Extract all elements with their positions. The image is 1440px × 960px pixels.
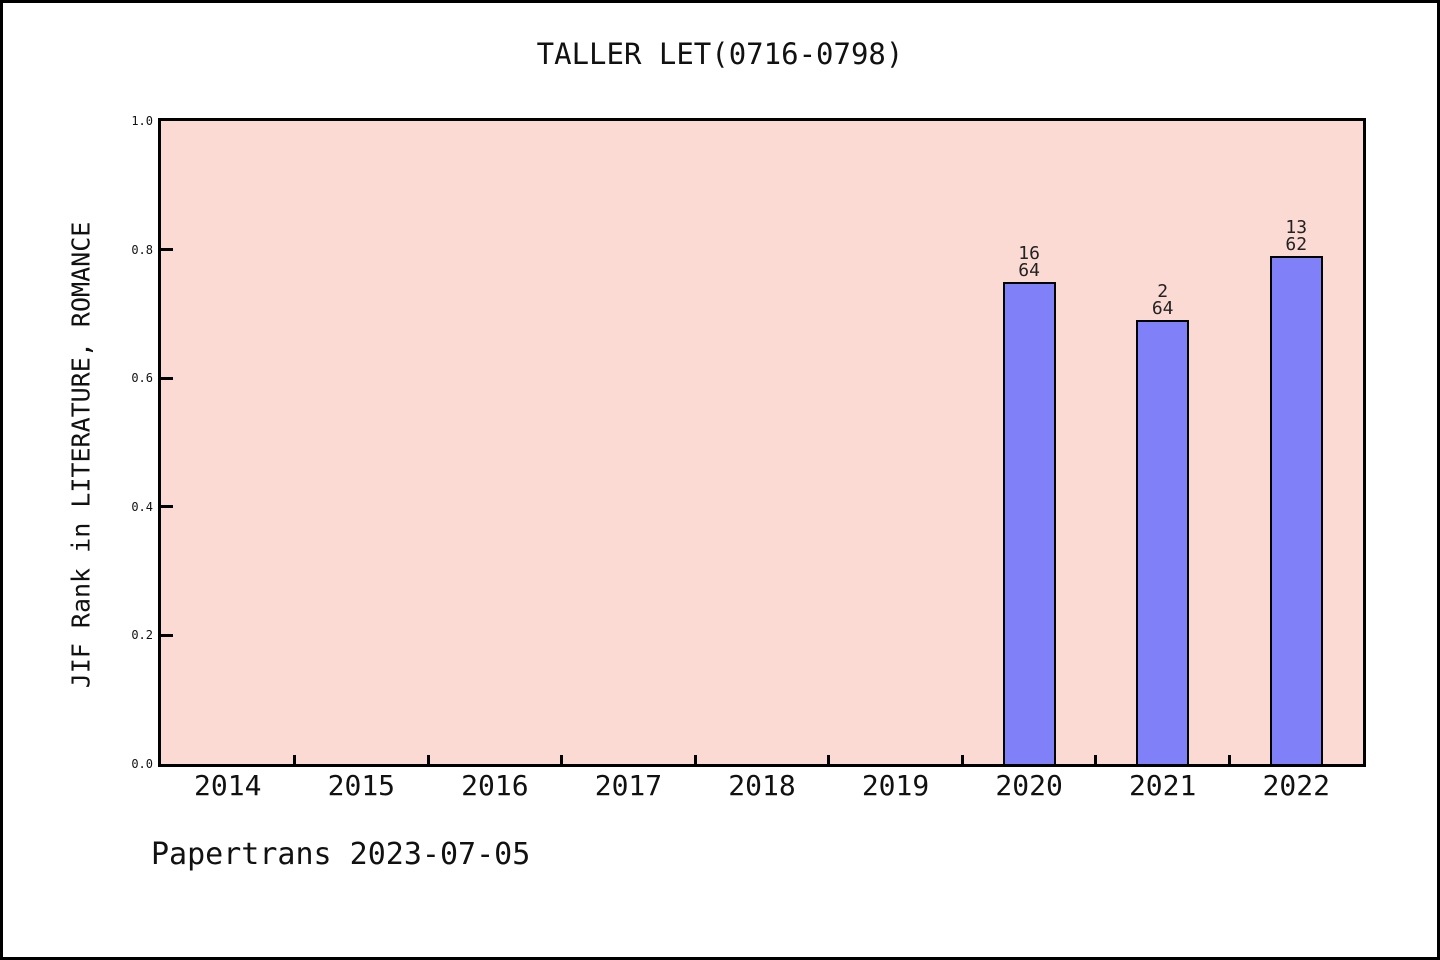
bar-2021	[1136, 320, 1190, 764]
y-axis-tick	[161, 633, 173, 637]
y-tick-label: 0.4	[131, 499, 153, 514]
y-axis-tick	[161, 248, 173, 252]
y-axis-tick	[161, 376, 173, 380]
x-axis-tick	[1227, 755, 1231, 764]
x-tick-label: 2022	[1262, 769, 1330, 802]
x-axis-tick	[693, 755, 697, 764]
y-tick-label: 0.6	[131, 371, 153, 386]
bar-2020	[1002, 282, 1056, 764]
x-axis-tick	[426, 755, 430, 764]
x-tick-label: 2021	[1128, 769, 1197, 802]
bar-label-2020: 16 64	[1018, 243, 1040, 281]
x-axis-tick	[560, 755, 564, 764]
y-tick-label: 0.0	[131, 757, 153, 771]
plot-area: 16 64 2 64 13 62	[158, 118, 1366, 767]
x-axis-tick	[827, 755, 831, 764]
x-tick-label: 2018	[728, 769, 796, 802]
x-tick-label: 2019	[861, 769, 930, 802]
x-axis-tick	[1094, 755, 1098, 764]
x-tick-label: 2016	[461, 769, 529, 802]
y-tick-label: 0.2	[131, 628, 153, 643]
plot-inner: 16 64 2 64 13 62	[161, 121, 1363, 764]
y-axis-title: JIF Rank in LITERATURE, ROMANCE	[66, 221, 96, 689]
x-axis-tick	[960, 755, 964, 764]
x-tick-label: 2015	[327, 769, 396, 802]
bar-label-2022: 13 62	[1285, 217, 1308, 255]
x-tick-label: 2020	[995, 769, 1063, 802]
bar-label-2021: 2 64	[1151, 281, 1174, 319]
x-tick-label: 2017	[594, 769, 663, 802]
bar-2022	[1269, 256, 1323, 764]
y-tick-label: 0.8	[131, 242, 153, 257]
x-tick-label: 2014	[194, 769, 262, 802]
x-axis-tick	[293, 755, 297, 764]
footer-note: Papertrans 2023-07-05	[151, 837, 531, 872]
y-axis-tick	[161, 505, 173, 509]
y-tick-label: 1.0	[131, 114, 153, 128]
chart-title: TALLER LET(0716-0798)	[536, 37, 904, 71]
